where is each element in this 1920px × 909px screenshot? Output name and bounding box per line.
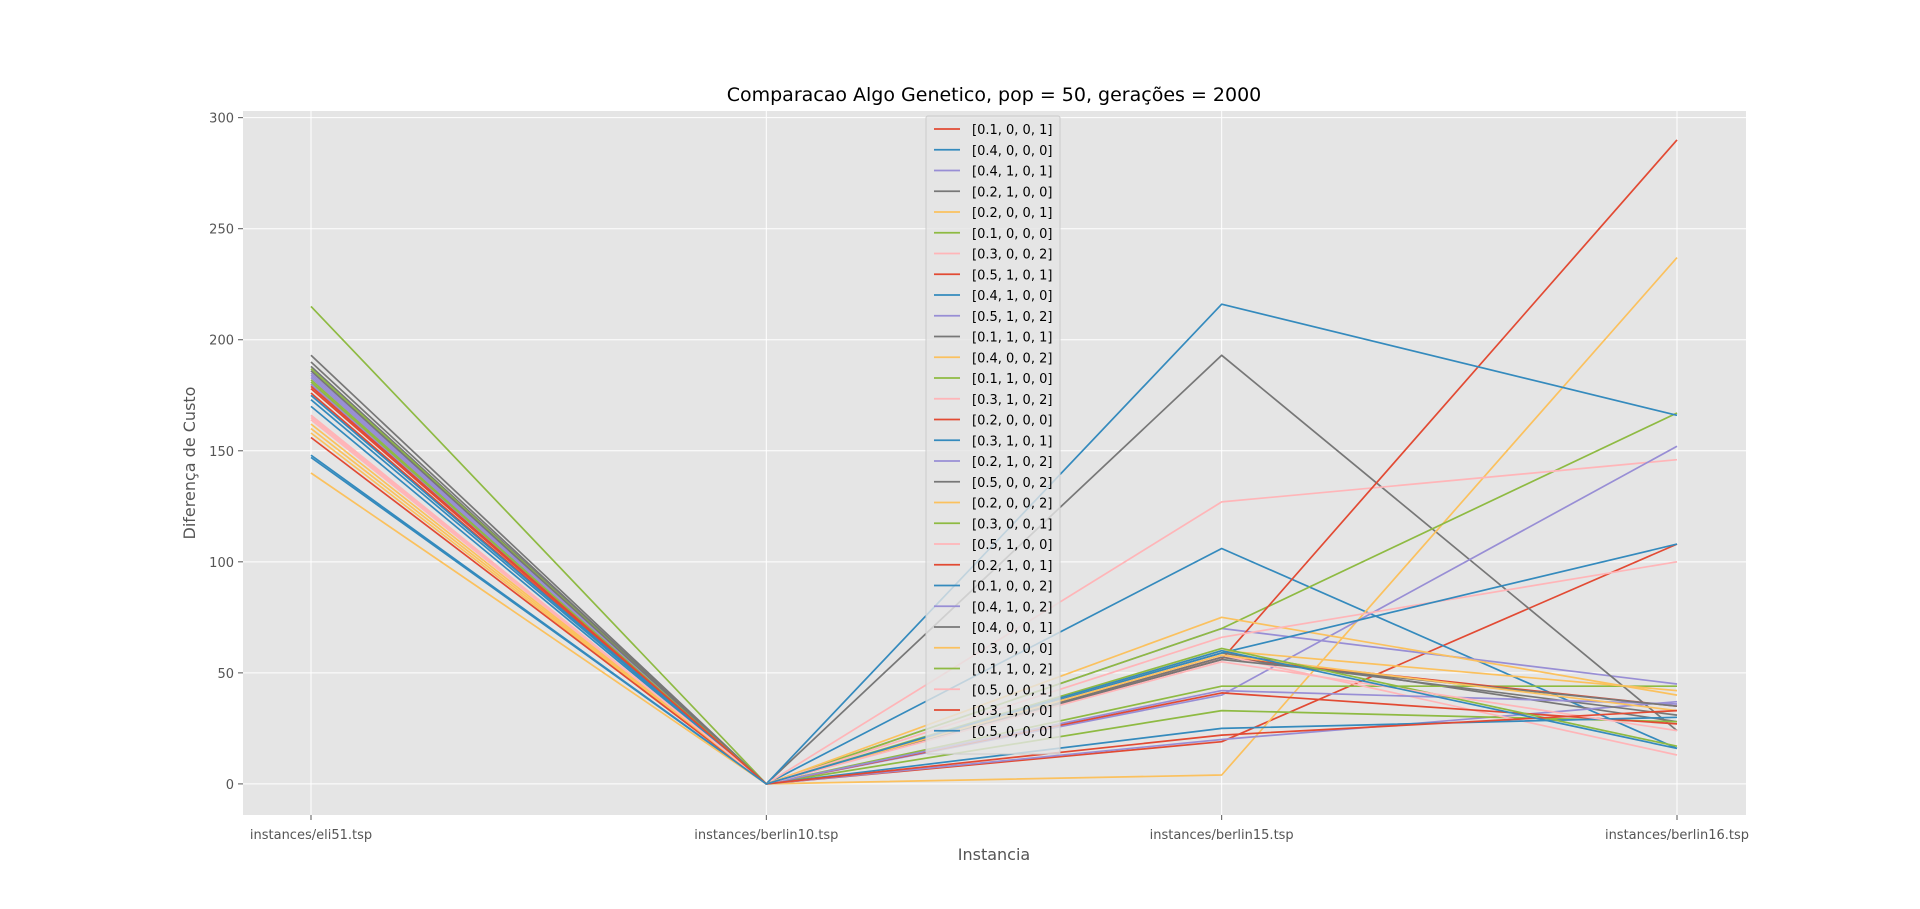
legend-label: [0.4, 1, 0, 2] bbox=[972, 600, 1052, 615]
legend-label: [0.3, 0, 0, 1] bbox=[972, 517, 1052, 532]
legend-label: [0.5, 0, 0, 0] bbox=[972, 725, 1052, 740]
legend-label: [0.2, 0, 0, 0] bbox=[972, 414, 1052, 429]
y-tick-label: 200 bbox=[209, 334, 234, 349]
y-tick-label: 0 bbox=[226, 778, 234, 793]
legend-label: [0.1, 0, 0, 0] bbox=[972, 227, 1052, 242]
y-axis-ticks: 0 50 100 150 200 250 300 bbox=[209, 112, 243, 793]
legend-label: [0.5, 1, 0, 0] bbox=[972, 538, 1052, 553]
legend: [0.1, 0, 0, 1] [0.4, 0, 0, 0] [0.4, 1, 0, … bbox=[925, 115, 1061, 755]
legend-label: [0.4, 0, 0, 1] bbox=[972, 621, 1052, 636]
legend-label: [0.2, 1, 0, 1] bbox=[972, 559, 1052, 574]
legend-label: [0.5, 0, 0, 1] bbox=[972, 683, 1052, 698]
legend-label: [0.4, 1, 0, 0] bbox=[972, 289, 1052, 304]
y-axis-label: Diferença de Custo bbox=[180, 387, 199, 540]
x-tick-label: instances/berlin15.tsp bbox=[1150, 828, 1294, 843]
x-tick-label: instances/berlin16.tsp bbox=[1605, 828, 1749, 843]
legend-label: [0.3, 1, 0, 2] bbox=[972, 393, 1052, 408]
legend-label: [0.1, 1, 0, 1] bbox=[972, 331, 1052, 346]
legend-label: [0.3, 1, 0, 1] bbox=[972, 434, 1052, 449]
legend-label: [0.1, 1, 0, 0] bbox=[972, 372, 1052, 387]
x-axis-ticks: instances/eli51.tsp instances/berlin10.ts… bbox=[250, 815, 1749, 843]
y-tick-label: 50 bbox=[217, 667, 234, 682]
legend-box bbox=[925, 115, 1061, 755]
legend-label: [0.5, 1, 0, 1] bbox=[972, 268, 1052, 283]
legend-label: [0.4, 0, 0, 0] bbox=[972, 144, 1052, 159]
legend-label: [0.2, 1, 0, 0] bbox=[972, 185, 1052, 200]
y-tick-label: 250 bbox=[209, 223, 234, 238]
series-line bbox=[310, 257, 1678, 785]
x-tick-label: instances/berlin10.tsp bbox=[694, 828, 838, 843]
legend-label: [0.4, 1, 0, 1] bbox=[972, 165, 1052, 180]
x-tick-label: instances/eli51.tsp bbox=[250, 828, 372, 843]
y-tick-label: 100 bbox=[209, 556, 234, 571]
x-axis-label: Instancia bbox=[958, 845, 1030, 864]
chart-title: Comparacao Algo Genetico, pop = 50, gera… bbox=[727, 84, 1262, 106]
y-tick-label: 300 bbox=[209, 112, 234, 127]
legend-label: [0.2, 0, 0, 2] bbox=[972, 497, 1052, 512]
legend-label: [0.1, 1, 0, 2] bbox=[972, 663, 1052, 678]
legend-label: [0.3, 1, 0, 0] bbox=[972, 704, 1052, 719]
legend-label: [0.5, 1, 0, 2] bbox=[972, 310, 1052, 325]
legend-label: [0.4, 0, 0, 2] bbox=[972, 351, 1052, 366]
legend-label: [0.2, 1, 0, 2] bbox=[972, 455, 1052, 470]
legend-label: [0.3, 0, 0, 2] bbox=[972, 248, 1052, 263]
legend-label: [0.3, 0, 0, 0] bbox=[972, 642, 1052, 657]
legend-label: [0.1, 0, 0, 2] bbox=[972, 580, 1052, 595]
legend-label: [0.1, 0, 0, 1] bbox=[972, 123, 1052, 138]
legend-label: [0.5, 0, 0, 2] bbox=[972, 476, 1052, 491]
series-line bbox=[310, 392, 1678, 785]
y-tick-label: 150 bbox=[209, 445, 234, 460]
series-line bbox=[310, 385, 1678, 785]
legend-label: [0.2, 0, 0, 1] bbox=[972, 206, 1052, 221]
